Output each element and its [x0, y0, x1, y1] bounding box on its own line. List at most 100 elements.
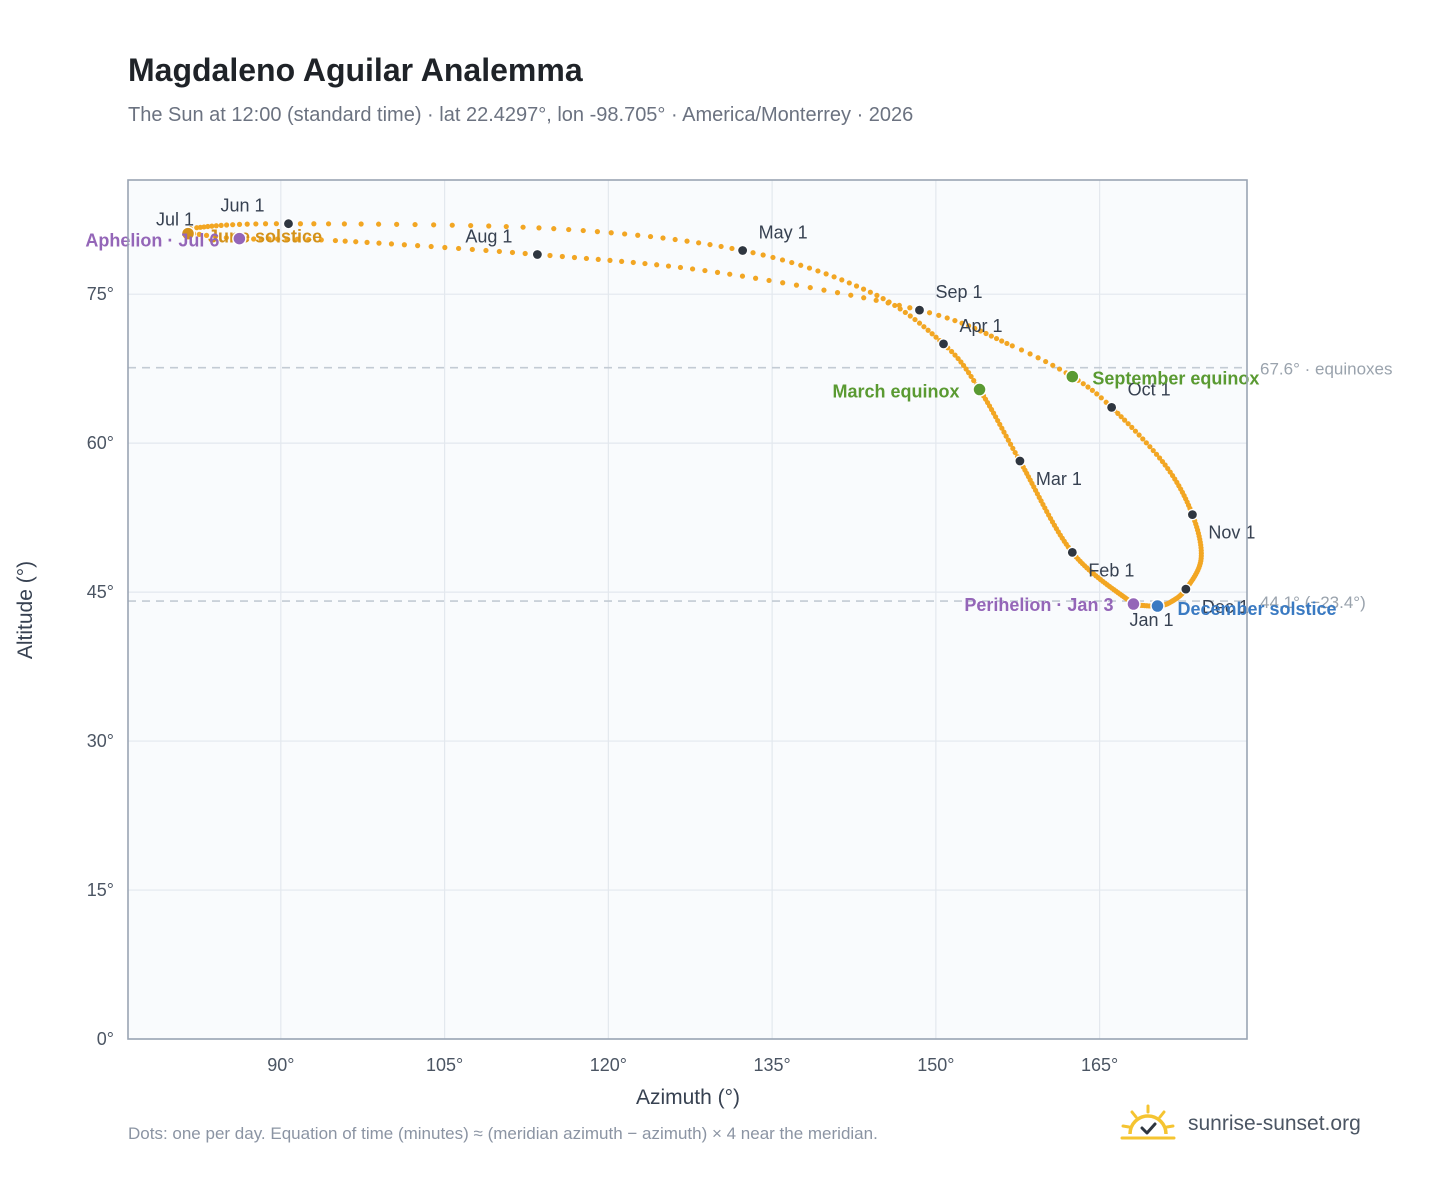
x-tick-label: 135°	[753, 1055, 790, 1075]
day-dot	[1140, 436, 1146, 442]
day-dot	[815, 268, 821, 274]
day-dot	[266, 236, 272, 242]
day-dot	[949, 348, 955, 355]
day-dot	[449, 222, 455, 228]
day-dot	[1115, 410, 1121, 416]
day-dot	[1156, 455, 1163, 461]
day-dot	[846, 280, 852, 286]
day-dot	[1056, 366, 1063, 372]
day-dot	[874, 292, 880, 298]
day-dot	[972, 325, 978, 332]
day-dot	[341, 221, 347, 227]
day-dot	[630, 259, 636, 266]
day-dot	[388, 241, 395, 247]
month-marker	[1180, 583, 1192, 595]
day-dot	[955, 355, 961, 362]
day-dot	[933, 334, 939, 340]
day-dot	[469, 246, 475, 253]
day-dot	[760, 252, 766, 258]
day-dot	[958, 359, 964, 365]
day-dot	[925, 327, 931, 333]
day-dot	[916, 320, 923, 326]
day-dot	[885, 300, 891, 306]
day-dot	[1129, 424, 1135, 430]
reference-lines: 67.6° · equinoxes 44.1° (−23.4°)	[128, 360, 1393, 612]
day-dot	[702, 267, 708, 274]
day-dot	[503, 223, 509, 230]
day-dot	[1150, 447, 1156, 454]
day-dot	[196, 231, 202, 237]
day-dot	[834, 290, 841, 296]
event-label: December solstice	[1177, 599, 1336, 619]
day-dot	[635, 232, 641, 238]
month-marker	[531, 248, 543, 261]
day-dot	[1001, 429, 1007, 435]
day-dot	[1147, 444, 1153, 450]
y-tick-label: 15°	[87, 880, 114, 900]
day-dot	[209, 223, 215, 229]
footnote: Dots: one per day. Equation of time (min…	[128, 1124, 878, 1143]
day-dot	[873, 297, 879, 303]
day-dot	[684, 238, 690, 244]
day-dot	[971, 377, 977, 384]
day-dot	[306, 236, 312, 243]
day-dot	[1050, 362, 1056, 368]
day-dot	[522, 250, 528, 257]
month-marker	[913, 304, 926, 316]
day-dot	[677, 264, 684, 271]
day-dot	[936, 312, 942, 318]
month-label: Dec 1	[1202, 597, 1249, 617]
day-dot	[907, 305, 913, 311]
day-dot	[823, 271, 829, 277]
day-dot	[1003, 433, 1009, 439]
day-dot	[547, 252, 553, 259]
x-tick-label: 150°	[917, 1055, 954, 1075]
day-dot	[607, 257, 613, 263]
day-dot	[770, 254, 776, 261]
brand-logo[interactable]: sunrise-sunset.org	[1120, 1102, 1361, 1146]
day-dot	[583, 255, 590, 262]
day-dot	[332, 237, 339, 244]
day-dot	[496, 248, 502, 255]
day-dot	[1009, 343, 1015, 349]
day-dot	[952, 317, 958, 324]
day-dot	[988, 333, 994, 339]
day-dot	[944, 315, 950, 321]
day-dot	[559, 253, 565, 260]
day-dot	[660, 235, 666, 241]
y-axis-label: Altitude (°)	[14, 561, 37, 659]
x-axis-label: Azimuth (°)	[636, 1086, 740, 1109]
y-tick-label: 45°	[87, 582, 114, 602]
day-dot	[284, 236, 290, 242]
y-tick-label: 0°	[97, 1029, 114, 1049]
day-dot	[619, 258, 625, 265]
day-dot	[251, 236, 257, 242]
day-dot	[821, 287, 827, 293]
y-tick-label: 30°	[87, 731, 114, 751]
day-dot	[907, 313, 913, 319]
day-dot	[798, 262, 804, 268]
month-marker	[937, 338, 950, 350]
day-dot	[401, 242, 407, 248]
y-tick-label: 60°	[87, 433, 114, 453]
day-dot	[580, 227, 586, 234]
day-dot	[1094, 391, 1100, 397]
day-dot	[595, 256, 601, 263]
month-marker	[1014, 455, 1026, 467]
day-dot	[428, 243, 434, 250]
event-markers: March equinox September equinox June solst…	[85, 226, 1337, 619]
day-dot	[468, 222, 474, 229]
day-dot	[1153, 451, 1160, 457]
day-dot	[714, 269, 721, 275]
day-dot	[729, 245, 735, 252]
day-dot	[1080, 381, 1086, 387]
month-marker	[1106, 401, 1118, 414]
day-dot	[654, 262, 660, 268]
day-dot	[896, 302, 902, 308]
day-dot	[902, 309, 908, 316]
day-dot	[959, 320, 965, 326]
month-label: Mar 1	[1036, 469, 1082, 489]
day-dot	[218, 222, 224, 228]
day-dot	[1132, 428, 1139, 434]
day-dot	[727, 271, 733, 277]
